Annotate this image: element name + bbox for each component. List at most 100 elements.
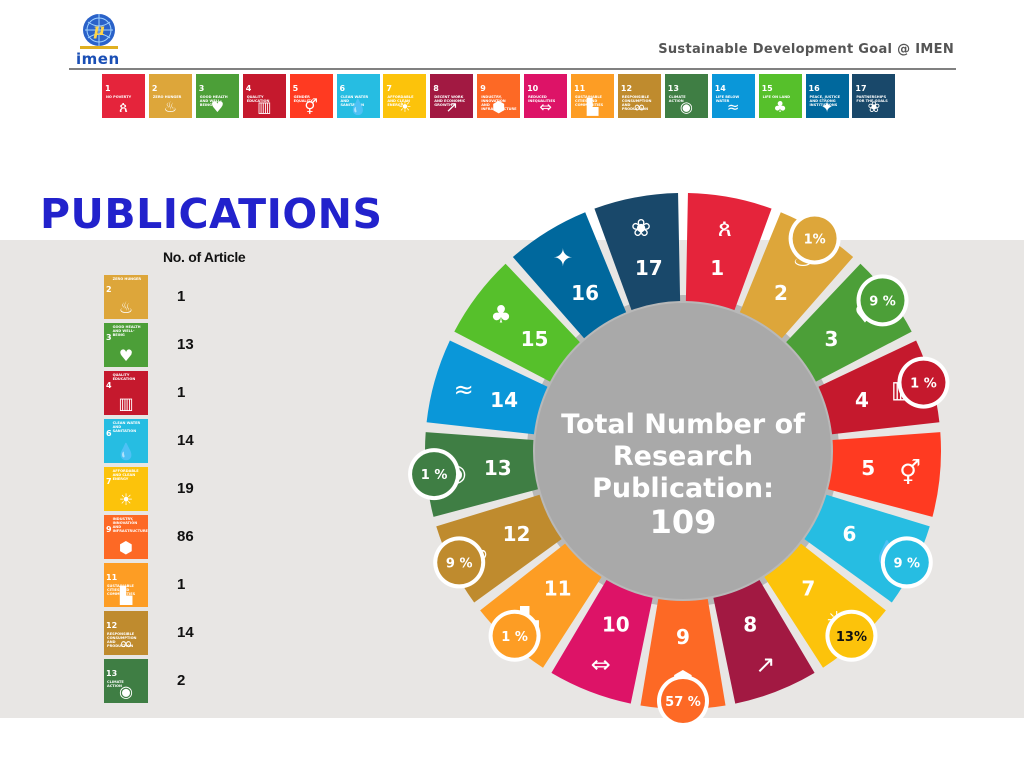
sdg-tile-7: 7Affordable and Clean Energy ☀ bbox=[383, 74, 427, 118]
people-icon: ጰ bbox=[718, 214, 732, 242]
sdg-tile-number: 1 bbox=[105, 84, 111, 93]
sdg-tile-number: 12 bbox=[106, 621, 118, 630]
article-count: 13 bbox=[177, 336, 194, 353]
gender-icon: ⚥ bbox=[304, 98, 318, 116]
sdg-tile-label: Climate Action bbox=[107, 680, 124, 689]
equality-icon: ⇔ bbox=[539, 98, 552, 116]
equality-icon: ⇔ bbox=[591, 651, 611, 679]
sdg-tile-label: Affordable and Clean Energy bbox=[387, 95, 414, 108]
table-row: 4Quality Education ▥ 1 bbox=[104, 371, 264, 415]
percent-badge bbox=[884, 540, 929, 585]
sdg-tile-number: 16 bbox=[808, 84, 820, 93]
article-count: 2 bbox=[177, 672, 186, 689]
city-icon: ▙ bbox=[586, 98, 599, 116]
heartbeat-icon: ♥ bbox=[210, 98, 225, 116]
table-row: 11 Sustainable Cities and Communities ▙ 1 bbox=[104, 563, 264, 607]
sdg-tile-2: 2Zero Hunger ♨ bbox=[104, 275, 148, 319]
sdg-tile-11: 11 Sustainable Cities and Communities ▙ bbox=[104, 563, 148, 607]
sdg-tile-label: Industry, Innovation and Infrastructure bbox=[481, 95, 517, 112]
sdg-tile-label: Gender Equality bbox=[293, 95, 313, 104]
logo-text: imen bbox=[76, 50, 120, 68]
bowl-icon: ♨ bbox=[118, 298, 134, 317]
wheel-segment-17 bbox=[594, 193, 681, 311]
sdg-tile-label: Good Health and Well-Being bbox=[199, 95, 228, 108]
article-count: 14 bbox=[177, 624, 194, 641]
article-count: 14 bbox=[177, 432, 194, 449]
percent-badge-label: 1 % bbox=[501, 630, 528, 645]
table-row: 9Industry, Innovation and Infrastructure… bbox=[104, 515, 264, 559]
wheel-segment-number: 3 bbox=[824, 327, 838, 351]
sdg-tile-number: 7 bbox=[386, 84, 392, 93]
wheel-center-label: Total Number of bbox=[561, 409, 805, 440]
table-row: 7Affordable and Clean Energy ☀ 19 bbox=[104, 467, 264, 511]
article-count: 86 bbox=[177, 528, 194, 545]
sdg-tile-13: 13 Climate Action ◉ bbox=[104, 659, 148, 703]
article-count: 1 bbox=[177, 576, 186, 593]
wheel-segment-number: 10 bbox=[602, 612, 630, 636]
sdg-tile-number: 12 bbox=[620, 84, 633, 93]
growth-chart-icon: ↗ bbox=[445, 98, 459, 116]
wheel-segment-14 bbox=[426, 340, 548, 435]
sdg-tile-label: Affordable and Clean Energy bbox=[112, 469, 139, 482]
sdg-tile-3: 3 Good Health and Well-Being ♥ bbox=[195, 74, 239, 118]
percent-badge-label: 1 % bbox=[421, 468, 448, 483]
sdg-tile-9: 9Industry, Innovation and Infrastructure… bbox=[104, 515, 148, 559]
sdg-tile-6: 6Clean Water and Sanitation 💧 bbox=[336, 74, 380, 118]
fish-icon: ≈ bbox=[454, 376, 474, 404]
sdg-tile-label: Life on Land bbox=[762, 95, 791, 99]
wheel-center bbox=[535, 303, 831, 599]
sdg-tile-4: 4 Quality Education ▥ bbox=[242, 74, 286, 118]
wheel-segment-number: 11 bbox=[544, 576, 572, 600]
article-count: 19 bbox=[177, 480, 194, 497]
percent-badge bbox=[412, 452, 457, 497]
percent-badge-label: 1% bbox=[804, 232, 826, 247]
percent-badge-label: 13% bbox=[836, 630, 867, 645]
logo-mark: μ bbox=[93, 20, 105, 39]
sdg-tile-label: Zero Hunger bbox=[112, 277, 142, 281]
wheel-center-label: Publication: bbox=[592, 473, 774, 504]
wheel-segment-number: 1 bbox=[710, 256, 724, 280]
wheel-segment-number: 5 bbox=[861, 456, 875, 480]
wheel-center-label: Research bbox=[613, 441, 753, 472]
fish-icon: ≈ bbox=[726, 98, 740, 116]
wheel-segment-number: 16 bbox=[571, 281, 599, 305]
sdg-tile-7: 7Affordable and Clean Energy ☀ bbox=[104, 467, 148, 511]
wheel-segment-13 bbox=[425, 432, 538, 517]
sdg-tile-label: No Poverty bbox=[106, 95, 132, 99]
sdg-tile-label: Reduced Inequalities bbox=[528, 95, 556, 104]
sdg-tile-label: Quality Education bbox=[246, 95, 270, 104]
growth-chart-icon: ↗ bbox=[755, 651, 775, 679]
sdg-tile-number: 10 bbox=[527, 84, 539, 93]
sdg-tile-number: 4 bbox=[106, 381, 112, 390]
sdg-tile-12: 12 Responsible Consumption and Production… bbox=[104, 611, 148, 655]
wheel-segment-10 bbox=[551, 580, 653, 704]
sdg-tile-label: Responsible Consumption and Production bbox=[621, 95, 652, 112]
sdg-tile-3: 3Good Health and Well-Being ♥ bbox=[104, 323, 148, 367]
sdg-tile-number: 5 bbox=[292, 84, 299, 93]
flower-icon: ❀ bbox=[631, 214, 651, 242]
infinity-icon: ∞ bbox=[119, 634, 133, 653]
sdg-tile-8: 8 Decent Work and Economic Growth ↗ bbox=[430, 74, 474, 118]
sdg-tile-label: Decent Work and Economic Growth bbox=[434, 95, 466, 108]
sdg-tile-number: 17 bbox=[855, 84, 867, 93]
wheel-total: 109 bbox=[650, 503, 717, 541]
sdg-tile-9: 9Industry, Innovation and Infrastructure… bbox=[477, 74, 521, 118]
power-icon: ☀ bbox=[118, 490, 134, 509]
percent-badge bbox=[792, 216, 837, 261]
cubes-icon: ⬢ bbox=[492, 98, 506, 116]
table-row: 3Good Health and Well-Being ♥ 13 bbox=[104, 323, 264, 367]
wheel-segment-1 bbox=[685, 193, 772, 311]
gender-icon: ⚥ bbox=[899, 459, 921, 487]
percent-badge-label: 57 % bbox=[665, 695, 701, 710]
wheel-segment-9 bbox=[640, 598, 726, 709]
sdg-tile-2: 2Zero Hunger ♨ bbox=[148, 74, 192, 118]
dove-icon: ✦ bbox=[553, 244, 573, 272]
wheel-segment-number: 6 bbox=[843, 522, 857, 546]
sdg-tile-17: 17 Partnerships for the Goals ❀ bbox=[852, 74, 896, 118]
sdg-tile-6: 6Clean Water and Sanitation 💧 bbox=[104, 419, 148, 463]
sdg-tile-label: Quality Education bbox=[112, 373, 136, 382]
sdg-tile-number: 3 bbox=[198, 84, 205, 93]
wheel-segment-16 bbox=[512, 212, 627, 339]
sdg-tile-number: 6 bbox=[106, 429, 112, 438]
flower-icon: ❀ bbox=[867, 98, 881, 116]
